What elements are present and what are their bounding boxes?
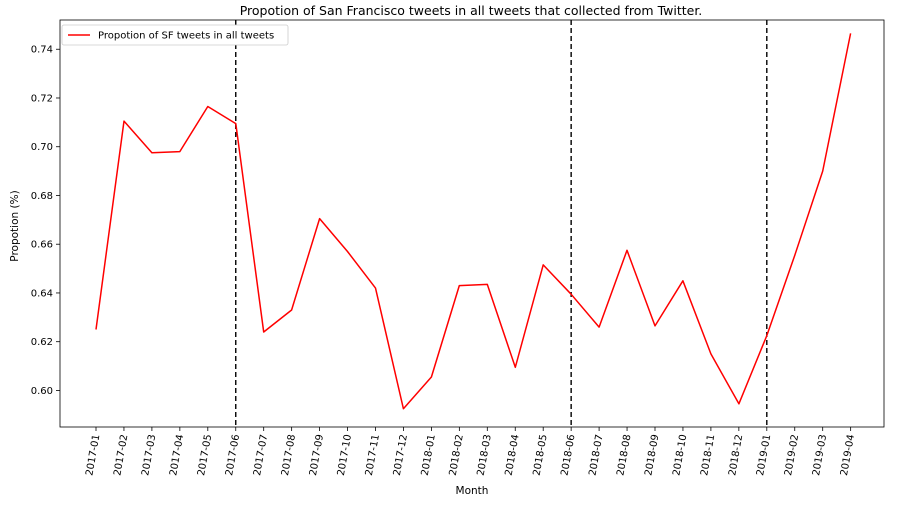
data-point	[95, 328, 97, 330]
x-tick-label: 2017-04	[168, 434, 186, 477]
data-point	[179, 150, 181, 152]
x-tick-label: 2019-01	[755, 434, 773, 477]
plot-frame	[59, 19, 885, 428]
legend-box	[61, 24, 289, 46]
data-point	[346, 250, 348, 252]
data-point	[486, 283, 488, 285]
y-tick-label: 0.64	[31, 288, 53, 299]
x-tick-label: 2018-04	[504, 434, 522, 477]
y-tick-label: 0.70	[31, 142, 53, 153]
data-point	[290, 309, 292, 311]
x-tick-label: 2019-02	[783, 434, 801, 477]
x-tick-label: 2018-12	[727, 434, 745, 477]
x-tick-label: 2017-03	[140, 434, 158, 477]
x-tick-label: 2017-07	[252, 434, 270, 477]
data-point	[430, 376, 432, 378]
data-point	[654, 325, 656, 327]
y-tick-label: 0.60	[31, 386, 53, 397]
data-point	[207, 105, 209, 107]
legend-label: Propotion of SF tweets in all tweets	[98, 31, 274, 42]
data-point	[738, 403, 740, 405]
x-tick-label: 2018-06	[560, 434, 578, 477]
x-tick-label: 2018-01	[420, 434, 438, 477]
data-point	[626, 249, 628, 251]
y-tick-label: 0.68	[31, 191, 53, 202]
x-tick-label: 2017-02	[112, 434, 130, 477]
data-point	[570, 293, 572, 295]
chart-title: Propotion of San Francisco tweets in all…	[240, 3, 703, 18]
data-point	[151, 152, 153, 154]
x-tick-label: 2019-03	[811, 434, 829, 477]
data-point	[822, 170, 824, 172]
x-tick-label: 2018-02	[448, 434, 466, 477]
data-point	[374, 287, 376, 289]
x-tick-label: 2017-01	[84, 434, 102, 477]
data-point	[598, 326, 600, 328]
x-tick-label: 2017-11	[364, 434, 382, 477]
x-tick-label: 2018-07	[587, 434, 605, 477]
data-point	[849, 32, 851, 34]
x-tick-label: 2017-10	[336, 434, 354, 477]
x-tick-label: 2018-03	[476, 434, 494, 477]
x-tick-label: 2018-05	[532, 434, 550, 477]
data-point	[682, 280, 684, 282]
data-point	[458, 284, 460, 286]
y-tick-label: 0.66	[31, 240, 53, 251]
data-point	[123, 120, 125, 122]
x-axis-label: Month	[456, 485, 489, 497]
data-point	[542, 264, 544, 266]
x-tick-label: 2018-10	[671, 434, 689, 477]
x-tick-label: 2017-12	[392, 434, 410, 477]
series-line	[95, 33, 852, 410]
data-point	[514, 366, 516, 368]
x-tick-label: 2018-08	[615, 434, 633, 477]
x-tick-label: 2017-08	[280, 434, 298, 477]
data-point	[794, 254, 796, 256]
y-tick-label: 0.62	[31, 337, 53, 348]
x-tick-label: 2018-11	[699, 434, 717, 477]
x-tick-label: 2017-05	[196, 434, 214, 477]
x-tick-label: 2018-09	[643, 434, 661, 477]
data-point	[710, 353, 712, 355]
data-point	[263, 331, 265, 333]
data-point	[402, 408, 404, 410]
data-point	[766, 334, 768, 336]
x-tick-label: 2019-04	[839, 434, 857, 477]
data-point	[235, 122, 237, 124]
y-tick-label: 0.72	[31, 93, 53, 104]
x-tick-label: 2017-06	[224, 434, 242, 477]
data-point	[318, 217, 320, 219]
y-tick-label: 0.74	[31, 45, 53, 56]
x-tick-label: 2017-09	[308, 434, 326, 477]
y-axis-label: Propotion (%)	[9, 190, 21, 261]
plot-area: 0.60 0.62 0.64 0.66 0.68 0.70 0.72 0.74 2017-01 2…	[31, 19, 885, 477]
